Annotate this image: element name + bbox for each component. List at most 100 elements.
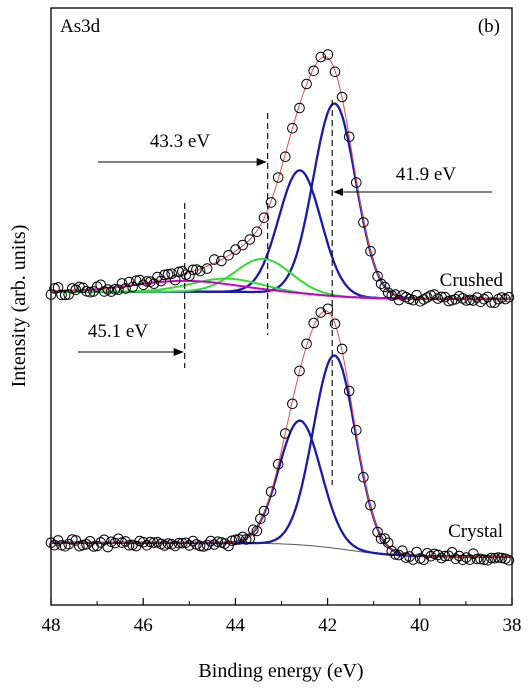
crushed-data-point (390, 289, 401, 300)
crystal-data-point (503, 555, 515, 566)
crystal-data-point (411, 546, 422, 558)
crushed-data-point (425, 290, 437, 301)
x-axis-ticks: 48 46 44 42 40 38 (42, 598, 522, 636)
y-axis-label: Intensity (arb. units) (8, 225, 30, 388)
crushed-data-point (251, 226, 263, 237)
spectrum-label-crushed: Crushed (440, 270, 504, 291)
crushed-data-point (329, 66, 341, 78)
crystal-data-point (201, 539, 213, 551)
crystal-data-point (443, 550, 454, 562)
crushed-data-point (209, 254, 220, 265)
crystal-data-point (209, 539, 220, 550)
x-tick-label: 46 (134, 615, 153, 636)
crushed-data-point (322, 49, 334, 60)
crystal-data-point (365, 499, 376, 511)
crystal-data-point (123, 540, 135, 551)
crystal-data-point (475, 553, 486, 565)
crystal-data-point (240, 534, 252, 545)
crystal-data-point (272, 458, 284, 470)
crushed-data-point (162, 269, 174, 280)
crushed-data-point (194, 265, 206, 277)
crystal-data-point (91, 540, 103, 552)
crushed-data-point (308, 65, 320, 77)
crushed-data-point (244, 234, 256, 245)
crushed-data-point (152, 271, 163, 283)
marker-label-2: 41.9 eV (396, 164, 456, 185)
crystal-data-point (457, 554, 469, 566)
crushed-data-point (287, 122, 298, 134)
crystal-data-point (194, 540, 206, 552)
crystal-data-point (464, 554, 476, 565)
crystal-data-point (223, 540, 234, 552)
crushed-data-point (56, 289, 67, 301)
crushed-data-point (478, 293, 490, 305)
crystal-data-point (493, 552, 504, 563)
crystal-data-point (301, 338, 312, 350)
crushed-data-point (201, 263, 213, 274)
crushed-data-point (120, 283, 131, 294)
crushed-data-point (461, 295, 472, 306)
crushed-data-point (343, 131, 355, 143)
x-tick-label: 44 (226, 615, 246, 636)
crushed-data-point (141, 276, 153, 287)
crystal-data-point (141, 540, 153, 551)
crushed-data-point (148, 278, 160, 290)
spectra-curves (51, 56, 512, 558)
crystal-data-point (489, 552, 501, 564)
crushed-data-point (216, 255, 227, 267)
crystal-data-point (230, 534, 241, 546)
crushed-data-point (166, 268, 177, 280)
crushed-data-point (468, 295, 479, 306)
crushed-data-point (113, 284, 124, 296)
crushed-data-point (365, 245, 376, 257)
crystal-data-point (308, 317, 320, 329)
crushed-data-point (187, 264, 199, 276)
crushed-data-point (59, 289, 71, 301)
crystal-data-point (485, 552, 497, 564)
crystal-data-point (177, 537, 188, 549)
crushed-data-point (358, 217, 369, 228)
crushed-data-point (336, 91, 348, 103)
crystal-data-point (237, 531, 248, 543)
crushed-data-point (159, 269, 170, 281)
crushed-data-point (482, 291, 493, 303)
crystal-data-point (205, 535, 216, 547)
crystal-data-point (418, 554, 430, 566)
marker-label-3: 45.1 eV (88, 321, 148, 342)
crushed-data-point (272, 172, 284, 183)
crushed-data-point (127, 281, 138, 293)
crushed-data-point (173, 266, 185, 278)
crystal-data-point (322, 303, 334, 315)
crystal-data-point (329, 318, 341, 330)
crystal-data-point (287, 398, 298, 410)
crushed-data-point (301, 78, 312, 90)
crystal-data-point (422, 548, 433, 559)
crushed-data-point (429, 289, 440, 300)
crystal-data-point (138, 536, 149, 548)
crystal-data-point (432, 549, 444, 561)
crushed-data-point (109, 284, 121, 295)
panel-label: As3d (60, 16, 101, 37)
crushed-data-point (237, 239, 248, 251)
spectrum-label-crystal: Crystal (448, 521, 503, 542)
crushed-data-point (375, 278, 387, 290)
crushed-data-point (230, 244, 241, 255)
crystal-data-point (336, 343, 348, 355)
crystal-data-point (265, 486, 277, 498)
crystal-envelope-fit (51, 310, 512, 558)
crystal-data-point (468, 548, 479, 560)
crystal-data-point (351, 424, 362, 436)
crystal-data-point (120, 536, 131, 547)
crystal-data-point (496, 552, 508, 564)
crystal-data-point (343, 385, 355, 397)
crushed-data-point (443, 295, 454, 307)
crystal-data-point (162, 538, 174, 549)
crystal-data-point (453, 550, 465, 562)
crushed-data-point (138, 279, 149, 291)
crystal-data-point (233, 534, 245, 545)
x-tick-label: 48 (42, 615, 61, 636)
crystal-data-point (81, 539, 92, 550)
crushed-data-point (464, 294, 476, 306)
crushed-data-point (379, 281, 391, 293)
